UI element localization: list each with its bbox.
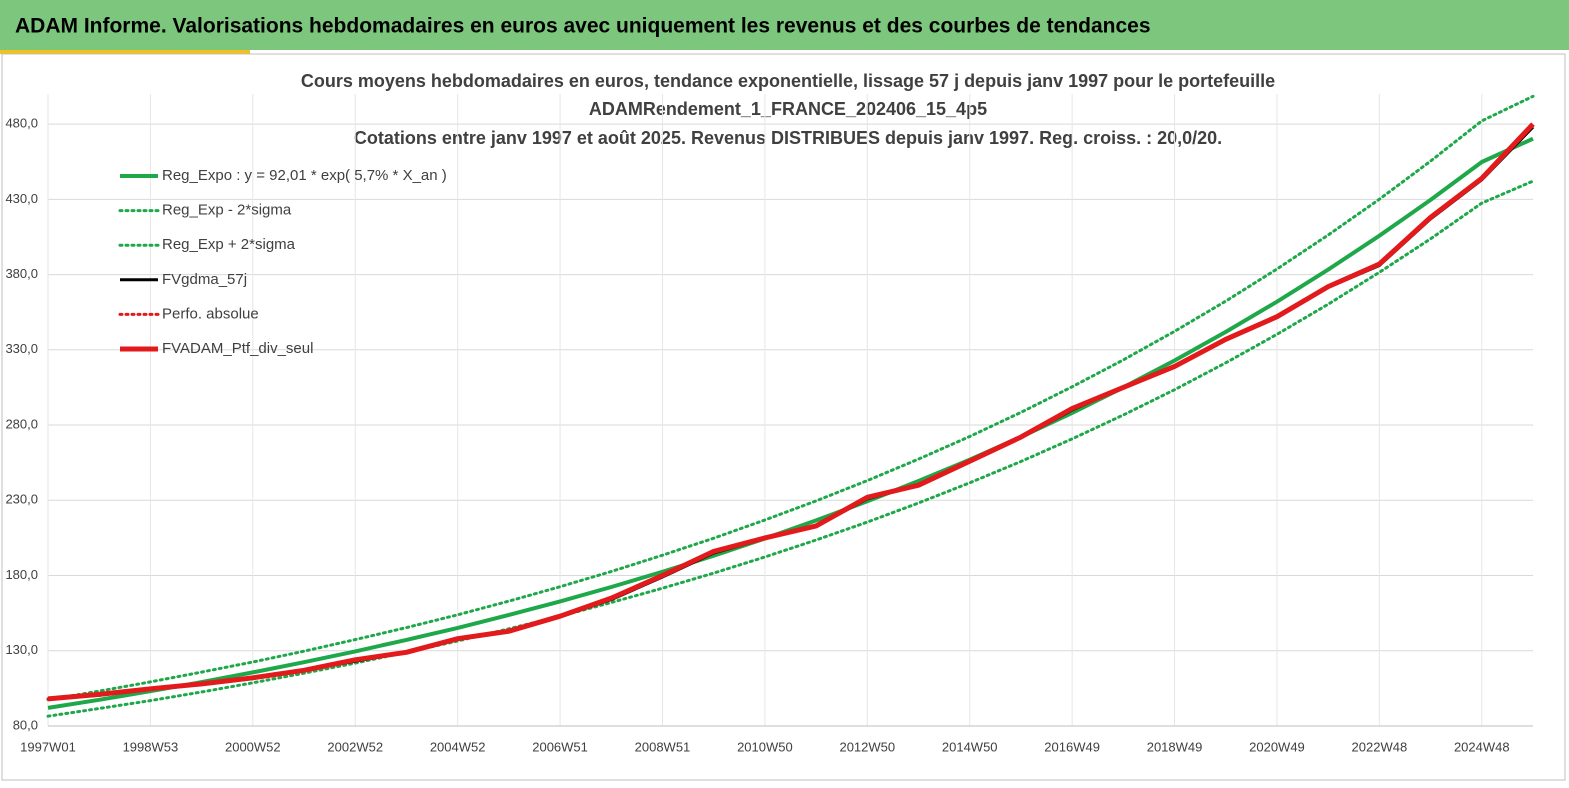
series-line [46, 179, 1535, 718]
x-tick-label: 2008W51 [635, 739, 691, 754]
series-line [46, 94, 1535, 702]
x-tick-label: 2004W52 [430, 739, 486, 754]
y-tick-label: 280,0 [5, 416, 38, 431]
x-tick-label: 2018W49 [1147, 739, 1203, 754]
x-tick-label: 2000W52 [225, 739, 281, 754]
y-tick-label: 180,0 [5, 567, 38, 582]
chart-frame [1, 53, 1566, 781]
y-tick-label: 380,0 [5, 266, 38, 281]
legend-label: Reg_Exp + 2*sigma [162, 236, 296, 253]
y-tick-label: 480,0 [5, 116, 38, 131]
x-tick-label: 2022W48 [1352, 739, 1408, 754]
y-tick-label: 130,0 [5, 642, 38, 657]
x-tick-label: 2012W50 [839, 739, 895, 754]
x-tick-label: 2010W50 [737, 739, 793, 754]
chart-subtitle: ADAMRendement_1_FRANCE_202406_15_4p5 [589, 99, 987, 119]
x-tick-label: 2024W48 [1454, 739, 1510, 754]
legend-label: FVgdma_57j [162, 271, 247, 288]
x-tick-label: 2006W51 [532, 739, 588, 754]
x-tick-label: 2016W49 [1044, 739, 1100, 754]
legend-label: Perfo. absolue [162, 305, 259, 322]
series-line [47, 122, 1535, 702]
x-tick-label: 2020W49 [1249, 739, 1305, 754]
legend-label: Reg_Expo : y = 92,01 * exp( 5,7% * X_an … [162, 167, 447, 184]
header-title: ADAM Informe. Valorisations hebdomadaire… [15, 15, 1151, 38]
x-tick-label: 1998W53 [123, 739, 179, 754]
y-tick-label: 430,0 [5, 191, 38, 206]
accent [0, 50, 250, 54]
legend-label: FVADAM_Ptf_div_seul [162, 340, 313, 357]
y-tick-label: 230,0 [5, 492, 38, 507]
y-tick-label: 80,0 [13, 717, 38, 732]
x-tick-label: 1997W01 [20, 739, 76, 754]
header-bar [0, 0, 1569, 50]
chart-title: Cours moyens hebdomadaires en euros, ten… [301, 71, 1275, 91]
chart-subtitle: Cotations entre janv 1997 et août 2025. … [354, 128, 1222, 148]
y-tick-label: 330,0 [5, 341, 38, 356]
x-tick-label: 2014W50 [942, 739, 998, 754]
x-tick-label: 2002W52 [327, 739, 383, 754]
legend-label: Reg_Exp - 2*sigma [162, 202, 292, 219]
